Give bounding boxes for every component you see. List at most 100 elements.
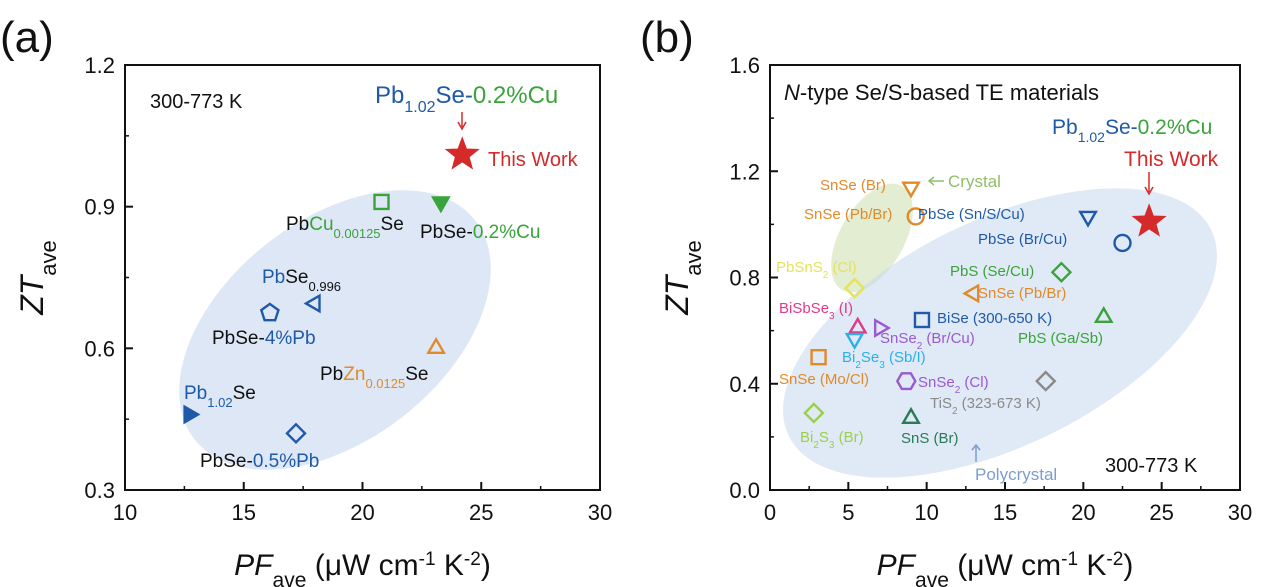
highlight-formula: Pb1.02Se-0.2%Cu (375, 82, 558, 116)
panel-a-regions (179, 190, 491, 470)
point-label-part: PbSe- (212, 328, 265, 349)
point-label-part: Bi (800, 429, 813, 446)
x-axis-title-part: PF (234, 549, 274, 582)
point-label-part: 1.02 (207, 395, 232, 410)
point-label-part: 0.00125 (334, 226, 381, 241)
data-point-diamond (843, 277, 866, 299)
y-tick-label: 0.6 (84, 336, 115, 361)
panel-b-point-labels: SnSe (Br) SnSe (Pb/Br) PbSe (Sn/S/Cu) PbSe … (776, 177, 1103, 451)
panel-b-title: N-type Se/S-based TE materials (784, 80, 1099, 105)
point-label: PbSe (Sn/S/Cu) (918, 206, 1025, 223)
panel-b-points (803, 181, 1167, 424)
highlight-formula-part: Pb (1052, 116, 1078, 139)
x-axis-title-part: -1 (1061, 549, 1078, 570)
point-label-part: (Sb/I) (885, 349, 926, 366)
x-axis-title-part: -2 (464, 549, 481, 570)
point-label-part: 0.996 (309, 279, 342, 294)
y-tick-label: 1.2 (729, 159, 760, 184)
highlight-note: This Work (488, 149, 579, 171)
data-point-triangle-up (847, 316, 868, 334)
highlight-formula-part: Se- (436, 82, 473, 109)
point-label-part: Se (861, 349, 879, 366)
x-tick-label: 15 (993, 500, 1017, 525)
crystal-region-label: Crystal (948, 172, 1001, 191)
point-label-part: 2 (917, 341, 923, 352)
x-axis-title-part: K (436, 549, 464, 582)
x-tick-label: 5 (842, 500, 854, 525)
data-point-triangle-up (426, 336, 446, 355)
data-point-diamond (1050, 261, 1073, 283)
point-label: PbSe (Br/Cu) (978, 231, 1067, 248)
highlight-formula: Pb1.02Se-0.2%Cu (1052, 116, 1212, 145)
x-axis-title-part: ave (915, 569, 949, 587)
y-axis-title-part: ave (681, 240, 706, 275)
data-point-triangle-down (901, 181, 921, 199)
data-point-diamond (285, 422, 307, 445)
point-label: PbSe0.996 (262, 267, 341, 294)
point-label: SnS (Br) (901, 430, 959, 447)
x-axis-title-part: ) (481, 549, 491, 582)
point-label-part: PbSe- (200, 451, 253, 472)
point-label-part: 4%Pb (265, 328, 316, 349)
panel-b-annotation: 300-773 K (1105, 455, 1198, 477)
data-point-square (913, 311, 931, 329)
crystal-region (831, 183, 913, 293)
y-tick-label: 0.8 (729, 266, 760, 291)
data-point-triangle-up (1093, 305, 1114, 324)
x-tick-label: 10 (914, 500, 938, 525)
y-tick-label: 0.4 (729, 372, 760, 397)
point-label-part: PbSnS (776, 259, 823, 276)
y-tick-label: 0.9 (84, 195, 115, 220)
point-label-part: 0.2%Cu (473, 222, 541, 243)
polycrystal-arrowhead (971, 443, 981, 451)
point-label-part: Zn (343, 364, 365, 385)
highlight-note: This Work (1124, 148, 1219, 171)
data-point-hexagon (895, 372, 917, 391)
point-label-part: S (819, 429, 829, 446)
data-point-pentagon (259, 302, 280, 322)
point-label-part: SnSe (Mo/Cl) (779, 371, 869, 388)
y-tick-label: 0.0 (729, 478, 760, 503)
point-label-part: PbSe (Sn/S/Cu) (918, 206, 1025, 223)
polycrystal-region-label: Polycrystal (975, 465, 1057, 484)
point-label-part: 0.5%Pb (253, 451, 320, 472)
point-label-part: TiS (930, 395, 952, 412)
point-label-part: SnSe (880, 330, 917, 347)
x-axis-title-part: K (1078, 549, 1106, 582)
point-label: SnSe2 (Br/Cu) (880, 330, 975, 352)
data-point-square (373, 193, 390, 211)
point-label: PbS (Se/Cu) (950, 263, 1034, 280)
point-label: PbSnS2 (Cl) (776, 259, 857, 281)
y-axis-title-part: ZT (659, 273, 695, 316)
x-axis-title-part: -1 (419, 549, 436, 570)
point-label: PbCu0.00125Se (286, 214, 404, 241)
data-point-triangle-right (183, 404, 201, 425)
point-label: Pb1.02Se (184, 383, 256, 410)
point-label-part: Se (233, 383, 256, 404)
point-label: SnSe (Pb/Br) (978, 285, 1066, 302)
point-label: PbS (Ga/Sb) (1018, 330, 1103, 347)
point-label-part: SnSe (918, 374, 955, 391)
point-label-part: 2 (823, 270, 829, 281)
panel-b-title-rest: -type Se/S-based TE materials (800, 80, 1099, 105)
panel-a-point-labels: PbCu0.00125Se PbSe-0.2%CuPbSe0.996PbSe-4%… (184, 214, 540, 472)
highlight-arrowhead (457, 121, 467, 131)
point-label: TiS2 (323-673 K) (930, 395, 1041, 417)
x-tick-label: 10 (113, 500, 137, 525)
point-label: SnSe (Pb/Br) (804, 206, 892, 223)
panel-b-title-italic: N (784, 80, 800, 105)
point-label: PbZn0.0125Se (320, 364, 428, 391)
point-label: PbSe-0.2%Cu (420, 222, 540, 243)
point-label-part: 2 (952, 406, 958, 417)
data-point-star (1131, 203, 1167, 237)
point-label-part: Pb (320, 364, 343, 385)
highlight-formula-part: Se- (1105, 116, 1138, 139)
point-label-part: (I) (835, 300, 853, 317)
point-label: BiSbSe3 (I) (779, 300, 853, 322)
point-label: PbSe-0.5%Pb (200, 451, 319, 472)
x-axis-title: PFave (μW cm-1 K-2) (234, 549, 491, 587)
crystal-arrowhead (927, 176, 935, 186)
point-label-part: PbS (Se/Cu) (950, 263, 1034, 280)
point-label-part: Pb (184, 383, 207, 404)
